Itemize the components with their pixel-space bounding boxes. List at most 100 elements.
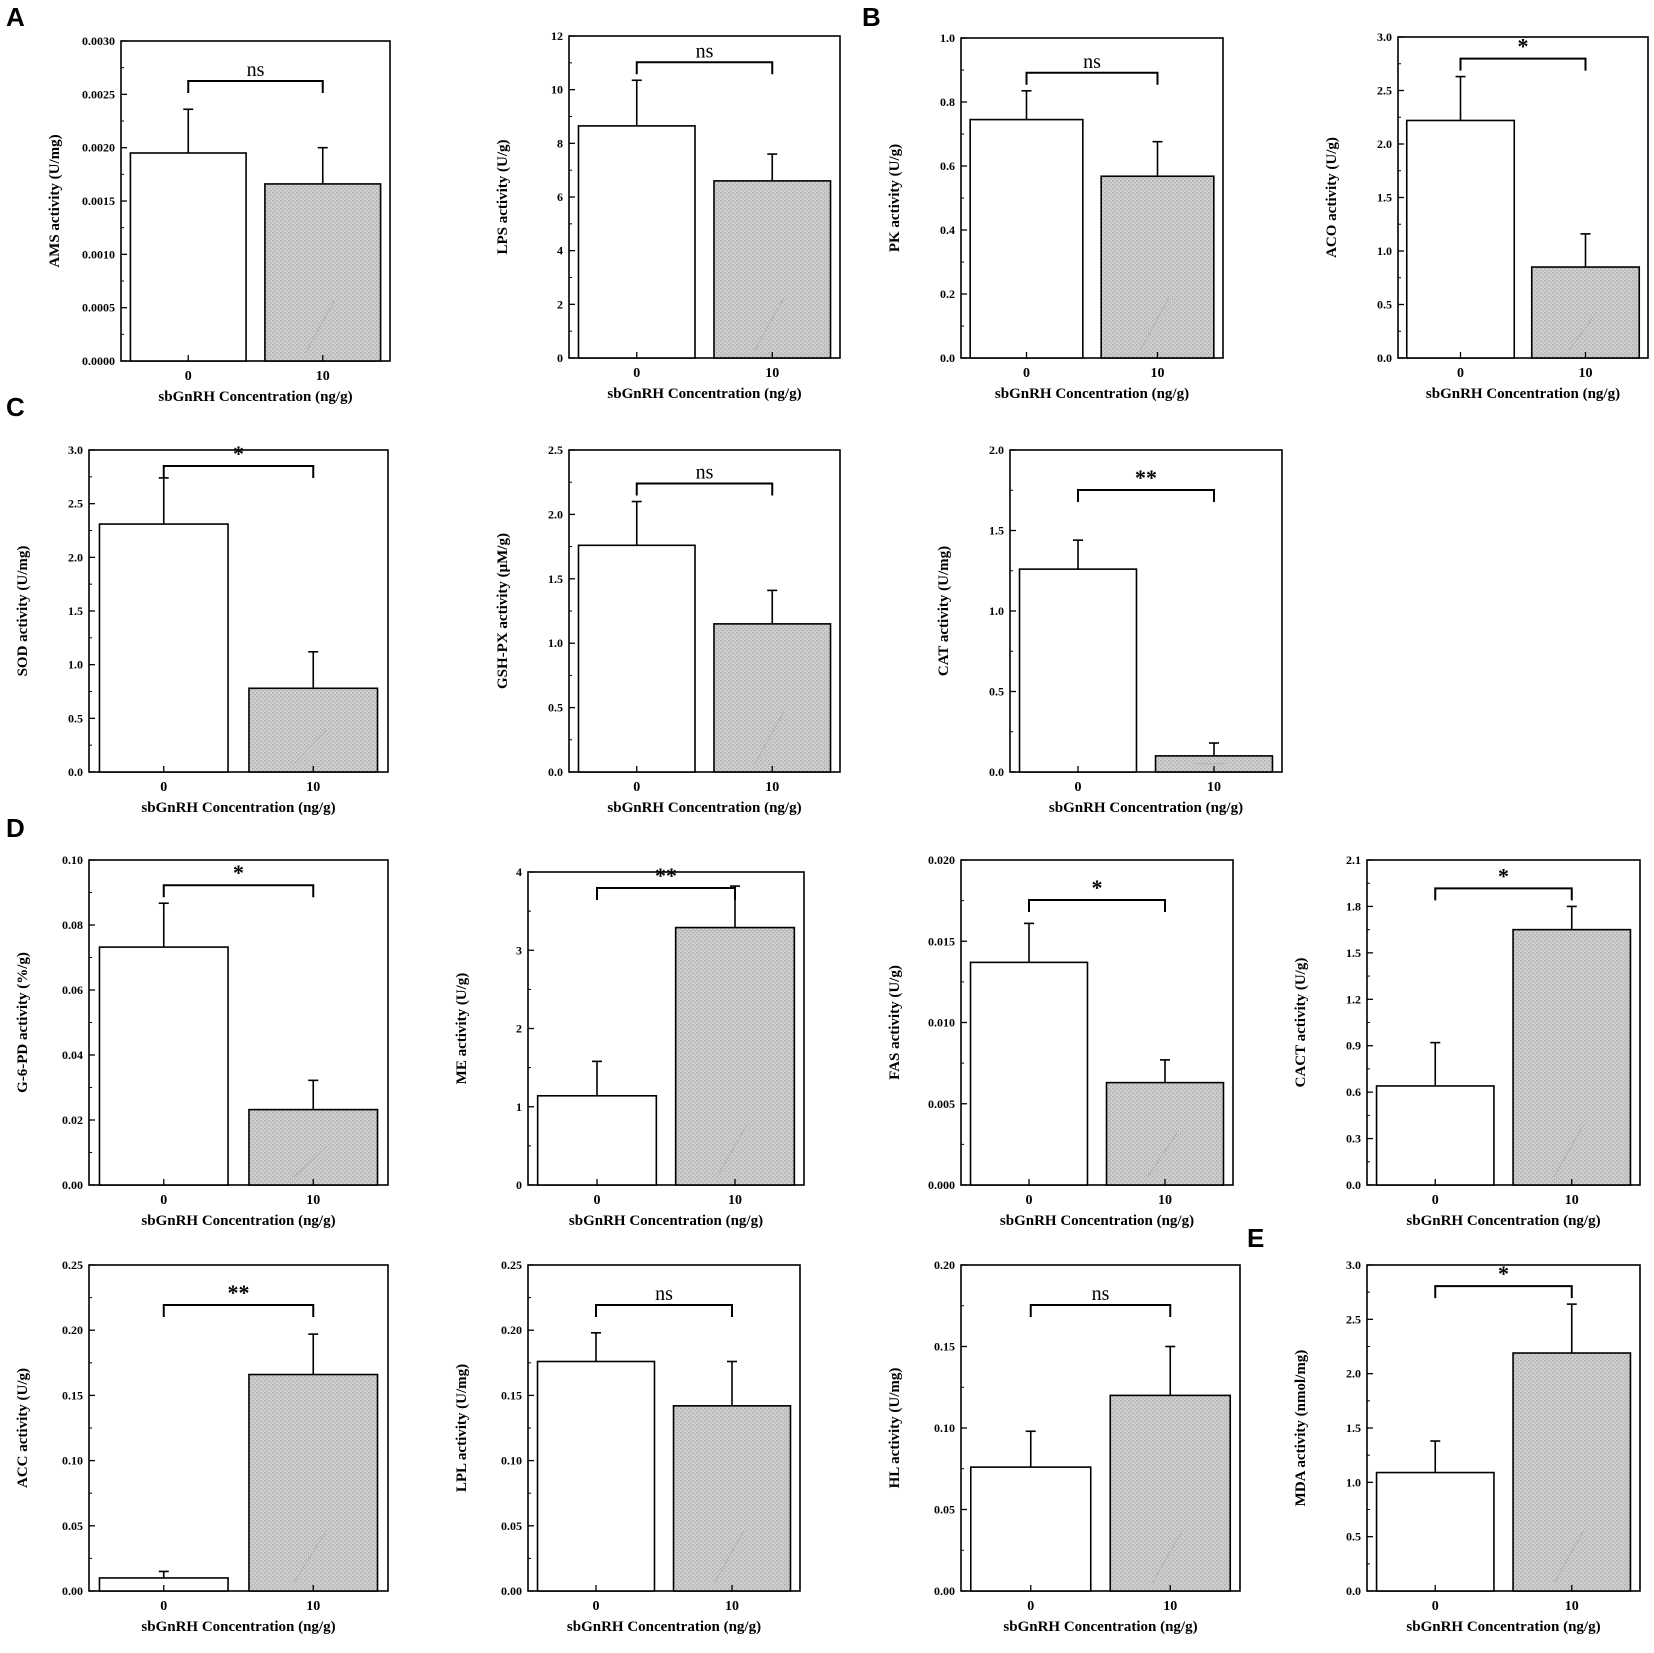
y-tick-label: 0.0	[1346, 1178, 1361, 1192]
chart-mda: 0.0 0.5 1.0 1.5 2.0 2.5 3.0 0 10 * sbGnRH Concentr…	[1293, 1258, 1641, 1635]
panel-letter-b: B	[862, 2, 881, 32]
y-tick-label: 0.0	[1377, 351, 1392, 365]
y-tick-label: 1.5	[1346, 1421, 1361, 1435]
significance-label: *	[233, 441, 244, 466]
y-tick-label: 1.5	[68, 604, 83, 618]
bar-0	[98, 523, 229, 773]
bar-texture-line	[714, 1530, 745, 1584]
x-axis-label: sbGnRH Concentration (ng/g)	[158, 389, 352, 405]
y-tick-label: 0.00	[62, 1178, 83, 1192]
x-axis-label: sbGnRH Concentration (ng/g)	[141, 1619, 335, 1635]
chart-cact: 0.0 0.3 0.6 0.9 1.2 1.5 1.8 2.1 0 10 * sbGnRH Conce…	[1293, 853, 1641, 1229]
y-axis-label: FAS activity (U/g)	[887, 965, 903, 1080]
bar-texture-line	[1140, 297, 1170, 351]
x-tick-label: 10	[1163, 1599, 1177, 1614]
bar-10	[248, 1373, 379, 1592]
y-tick-label: 0.005	[928, 1097, 955, 1111]
significance-label: **	[1135, 465, 1157, 490]
y-tick-label: 1.2	[1346, 992, 1361, 1006]
y-axis-label: LPS activity (U/g)	[495, 140, 511, 255]
y-tick-label: 0.9	[1346, 1039, 1361, 1053]
x-tick-label: 0	[1075, 780, 1082, 795]
x-tick-label: 0	[185, 369, 192, 384]
bar-texture-line	[1568, 312, 1597, 351]
x-axis-label: sbGnRH Concentration (ng/g)	[607, 800, 801, 816]
y-axis-label: ACO activity (U/g)	[1324, 137, 1340, 258]
chart-acc: 0.00 0.05 0.10 0.15 0.20 0.25 0 10 ** sbGnRH Conc…	[15, 1258, 389, 1635]
significance-bracket	[1025, 71, 1159, 85]
chart-lpl: 0.00 0.05 0.10 0.15 0.20 0.25 0 10 ns sbGnRH Conc…	[454, 1258, 801, 1635]
y-tick-label: 2.5	[1377, 84, 1392, 98]
y-tick-label: 2.5	[68, 497, 83, 511]
bar-0	[129, 152, 247, 362]
y-tick-label: 0	[557, 351, 563, 365]
y-tick-label: 1.8	[1346, 899, 1361, 913]
y-tick-label: 0.5	[548, 701, 563, 715]
y-tick-label: 4	[516, 865, 522, 879]
y-tick-label: 1.5	[1346, 946, 1361, 960]
y-tick-label: 0.6	[940, 159, 955, 173]
y-axis-label: ACC activity (U/g)	[15, 1368, 31, 1488]
bar-10	[1530, 266, 1641, 359]
y-tick-label: 0.0015	[82, 194, 115, 208]
chart-gshpx: 0.0 0.5 1.0 1.5 2.0 2.5 0 10 ns sbGnRH Concentrat…	[495, 443, 841, 816]
y-tick-label: 0.00	[501, 1584, 522, 1598]
x-axis-label: sbGnRH Concentration (ng/g)	[1406, 1619, 1600, 1635]
x-axis-label: sbGnRH Concentration (ng/g)	[995, 386, 1189, 402]
y-tick-label: 2.0	[68, 550, 83, 564]
x-tick-label: 10	[1158, 1193, 1172, 1208]
y-axis-label: SOD activity (U/mg)	[15, 546, 31, 677]
significance-bracket	[1077, 489, 1215, 502]
bar-10	[264, 183, 382, 362]
significance-bracket	[595, 1304, 733, 1317]
y-tick-label: 0.015	[928, 934, 955, 948]
y-tick-label: 0.5	[989, 685, 1004, 699]
bar-10	[713, 623, 832, 773]
x-tick-label: 0	[593, 1599, 600, 1614]
bar-texture-line	[754, 297, 785, 351]
x-axis-label: sbGnRH Concentration (ng/g)	[1000, 1213, 1194, 1229]
y-tick-label: 2.0	[548, 507, 563, 521]
y-tick-label: 0.0025	[82, 87, 115, 101]
bar-10	[674, 926, 796, 1186]
bar-10	[1512, 1352, 1632, 1592]
bar-10	[1105, 1081, 1225, 1186]
y-axis-label: MDA activity (nmol/mg)	[1293, 1350, 1309, 1507]
x-tick-label: 0	[160, 1599, 167, 1614]
y-tick-label: 1.0	[1377, 244, 1392, 258]
y-tick-label: 2.0	[1377, 137, 1392, 151]
y-tick-label: 1.0	[68, 658, 83, 672]
significance-bracket	[1459, 57, 1587, 71]
bar-10	[248, 687, 379, 773]
bar-texture-line	[293, 1530, 327, 1584]
panel-letter-d: D	[6, 813, 25, 843]
y-tick-label: 0.10	[501, 1454, 522, 1468]
y-tick-label: 0.15	[501, 1388, 522, 1402]
x-tick-label: 10	[1207, 780, 1221, 795]
bar-texture-line	[1147, 1133, 1178, 1178]
x-tick-label: 0	[160, 780, 167, 795]
y-axis-label: ME activity (U/g)	[454, 973, 470, 1085]
x-tick-label: 10	[306, 1599, 320, 1614]
bar-0	[969, 118, 1084, 359]
y-tick-label: 6	[557, 190, 563, 204]
x-axis-label: sbGnRH Concentration (ng/g)	[141, 1213, 335, 1229]
x-axis-label: sbGnRH Concentration (ng/g)	[569, 1213, 763, 1229]
chart-aco: 0.0 0.5 1.0 1.5 2.0 2.5 3.0 0 10 * sbGnRH Concentr…	[1324, 30, 1649, 402]
bar-10	[713, 180, 832, 359]
y-tick-label: 2.5	[1346, 1312, 1361, 1326]
y-tick-label: 0.8	[940, 95, 955, 109]
significance-label: *	[233, 860, 244, 885]
y-axis-label: AMS activity (U/mg)	[47, 134, 63, 267]
x-tick-label: 0	[1457, 366, 1464, 381]
x-tick-label: 0	[633, 780, 640, 795]
y-tick-label: 0.0000	[82, 354, 115, 368]
y-tick-label: 2.0	[989, 443, 1004, 457]
y-tick-label: 0.05	[934, 1503, 955, 1517]
chart-ams: 0.0000 0.0005 0.0010 0.0015 0.0020 0.0025 0.00…	[47, 34, 391, 405]
x-tick-label: 0	[1432, 1193, 1439, 1208]
x-axis-label: sbGnRH Concentration (ng/g)	[567, 1619, 761, 1635]
significance-bracket	[162, 465, 315, 478]
panel-letter-c: C	[6, 392, 25, 422]
y-tick-label: 0.06	[62, 983, 83, 997]
